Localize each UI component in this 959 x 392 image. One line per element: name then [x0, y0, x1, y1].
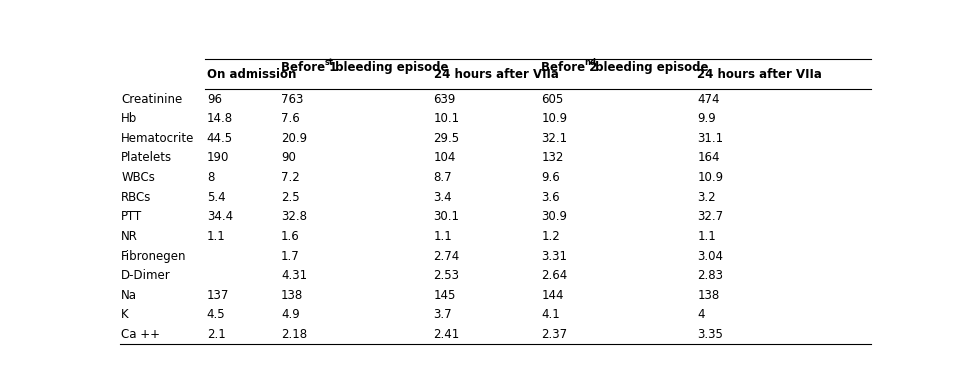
Text: 1.1: 1.1 [433, 230, 453, 243]
Text: 1.1: 1.1 [207, 230, 225, 243]
Text: Hematocrite: Hematocrite [122, 132, 195, 145]
Text: 24 hours after VIIa: 24 hours after VIIa [697, 68, 822, 81]
Text: 9.6: 9.6 [541, 171, 560, 184]
Text: 2.64: 2.64 [541, 269, 568, 282]
Text: 138: 138 [697, 289, 719, 302]
Text: 1.1: 1.1 [697, 230, 716, 243]
Text: 8: 8 [207, 171, 214, 184]
Text: 3.35: 3.35 [697, 328, 723, 341]
Text: On admission: On admission [207, 68, 296, 81]
Text: 4.1: 4.1 [541, 309, 560, 321]
Text: 5.4: 5.4 [207, 191, 225, 204]
Text: 605: 605 [541, 93, 564, 105]
Text: PTT: PTT [122, 211, 143, 223]
Text: Fibronegen: Fibronegen [122, 250, 187, 263]
Text: 2.74: 2.74 [433, 250, 459, 263]
Text: 2.18: 2.18 [281, 328, 307, 341]
Text: Na: Na [122, 289, 137, 302]
Text: bleeding episode: bleeding episode [591, 61, 709, 74]
Text: 104: 104 [433, 151, 456, 165]
Text: 7.6: 7.6 [281, 112, 300, 125]
Text: 164: 164 [697, 151, 720, 165]
Text: 14.8: 14.8 [207, 112, 233, 125]
Text: 4.31: 4.31 [281, 269, 307, 282]
Text: 10.1: 10.1 [433, 112, 459, 125]
Text: NR: NR [122, 230, 138, 243]
Text: D-Dimer: D-Dimer [122, 269, 171, 282]
Text: 3.04: 3.04 [697, 250, 723, 263]
Text: 2.5: 2.5 [281, 191, 300, 204]
Text: 20.9: 20.9 [281, 132, 307, 145]
Text: 30.9: 30.9 [541, 211, 568, 223]
Text: 9.9: 9.9 [697, 112, 716, 125]
Text: Creatinine: Creatinine [122, 93, 182, 105]
Text: 3.4: 3.4 [433, 191, 452, 204]
Text: Hb: Hb [122, 112, 137, 125]
Text: WBCs: WBCs [122, 171, 155, 184]
Text: 32.7: 32.7 [697, 211, 723, 223]
Text: Platelets: Platelets [122, 151, 173, 165]
Text: 138: 138 [281, 289, 303, 302]
Text: 7.2: 7.2 [281, 171, 300, 184]
Text: 34.4: 34.4 [207, 211, 233, 223]
Text: 639: 639 [433, 93, 456, 105]
Text: 4.5: 4.5 [207, 309, 225, 321]
Text: 32.1: 32.1 [541, 132, 568, 145]
Text: nd: nd [584, 58, 596, 67]
Text: 2.41: 2.41 [433, 328, 459, 341]
Text: 1.2: 1.2 [541, 230, 560, 243]
Text: Before 1: Before 1 [281, 61, 338, 74]
Text: 1.7: 1.7 [281, 250, 300, 263]
Text: 144: 144 [541, 289, 564, 302]
Text: 763: 763 [281, 93, 304, 105]
Text: 31.1: 31.1 [697, 132, 723, 145]
Text: 4: 4 [697, 309, 705, 321]
Text: 190: 190 [207, 151, 229, 165]
Text: 10.9: 10.9 [697, 171, 723, 184]
Text: 96: 96 [207, 93, 222, 105]
Text: st: st [324, 58, 334, 67]
Text: 24 hours after VIIa: 24 hours after VIIa [433, 68, 558, 81]
Text: 3.31: 3.31 [541, 250, 568, 263]
Text: K: K [122, 309, 129, 321]
Text: 8.7: 8.7 [433, 171, 452, 184]
Text: 4.9: 4.9 [281, 309, 300, 321]
Text: 2.37: 2.37 [541, 328, 568, 341]
Text: 44.5: 44.5 [207, 132, 233, 145]
Text: 3.2: 3.2 [697, 191, 716, 204]
Text: 30.1: 30.1 [433, 211, 459, 223]
Text: 137: 137 [207, 289, 229, 302]
Text: 10.9: 10.9 [541, 112, 568, 125]
Text: 1.6: 1.6 [281, 230, 300, 243]
Text: 2.53: 2.53 [433, 269, 459, 282]
Text: 474: 474 [697, 93, 720, 105]
Text: 145: 145 [433, 289, 456, 302]
Text: 3.7: 3.7 [433, 309, 452, 321]
Text: Ca ++: Ca ++ [122, 328, 160, 341]
Text: bleeding episode: bleeding episode [331, 61, 449, 74]
Text: 2.83: 2.83 [697, 269, 723, 282]
Text: 29.5: 29.5 [433, 132, 459, 145]
Text: 132: 132 [541, 151, 564, 165]
Text: RBCs: RBCs [122, 191, 152, 204]
Text: 32.8: 32.8 [281, 211, 307, 223]
Text: 90: 90 [281, 151, 296, 165]
Text: Before 2: Before 2 [541, 61, 597, 74]
Text: 3.6: 3.6 [541, 191, 560, 204]
Text: 2.1: 2.1 [207, 328, 225, 341]
